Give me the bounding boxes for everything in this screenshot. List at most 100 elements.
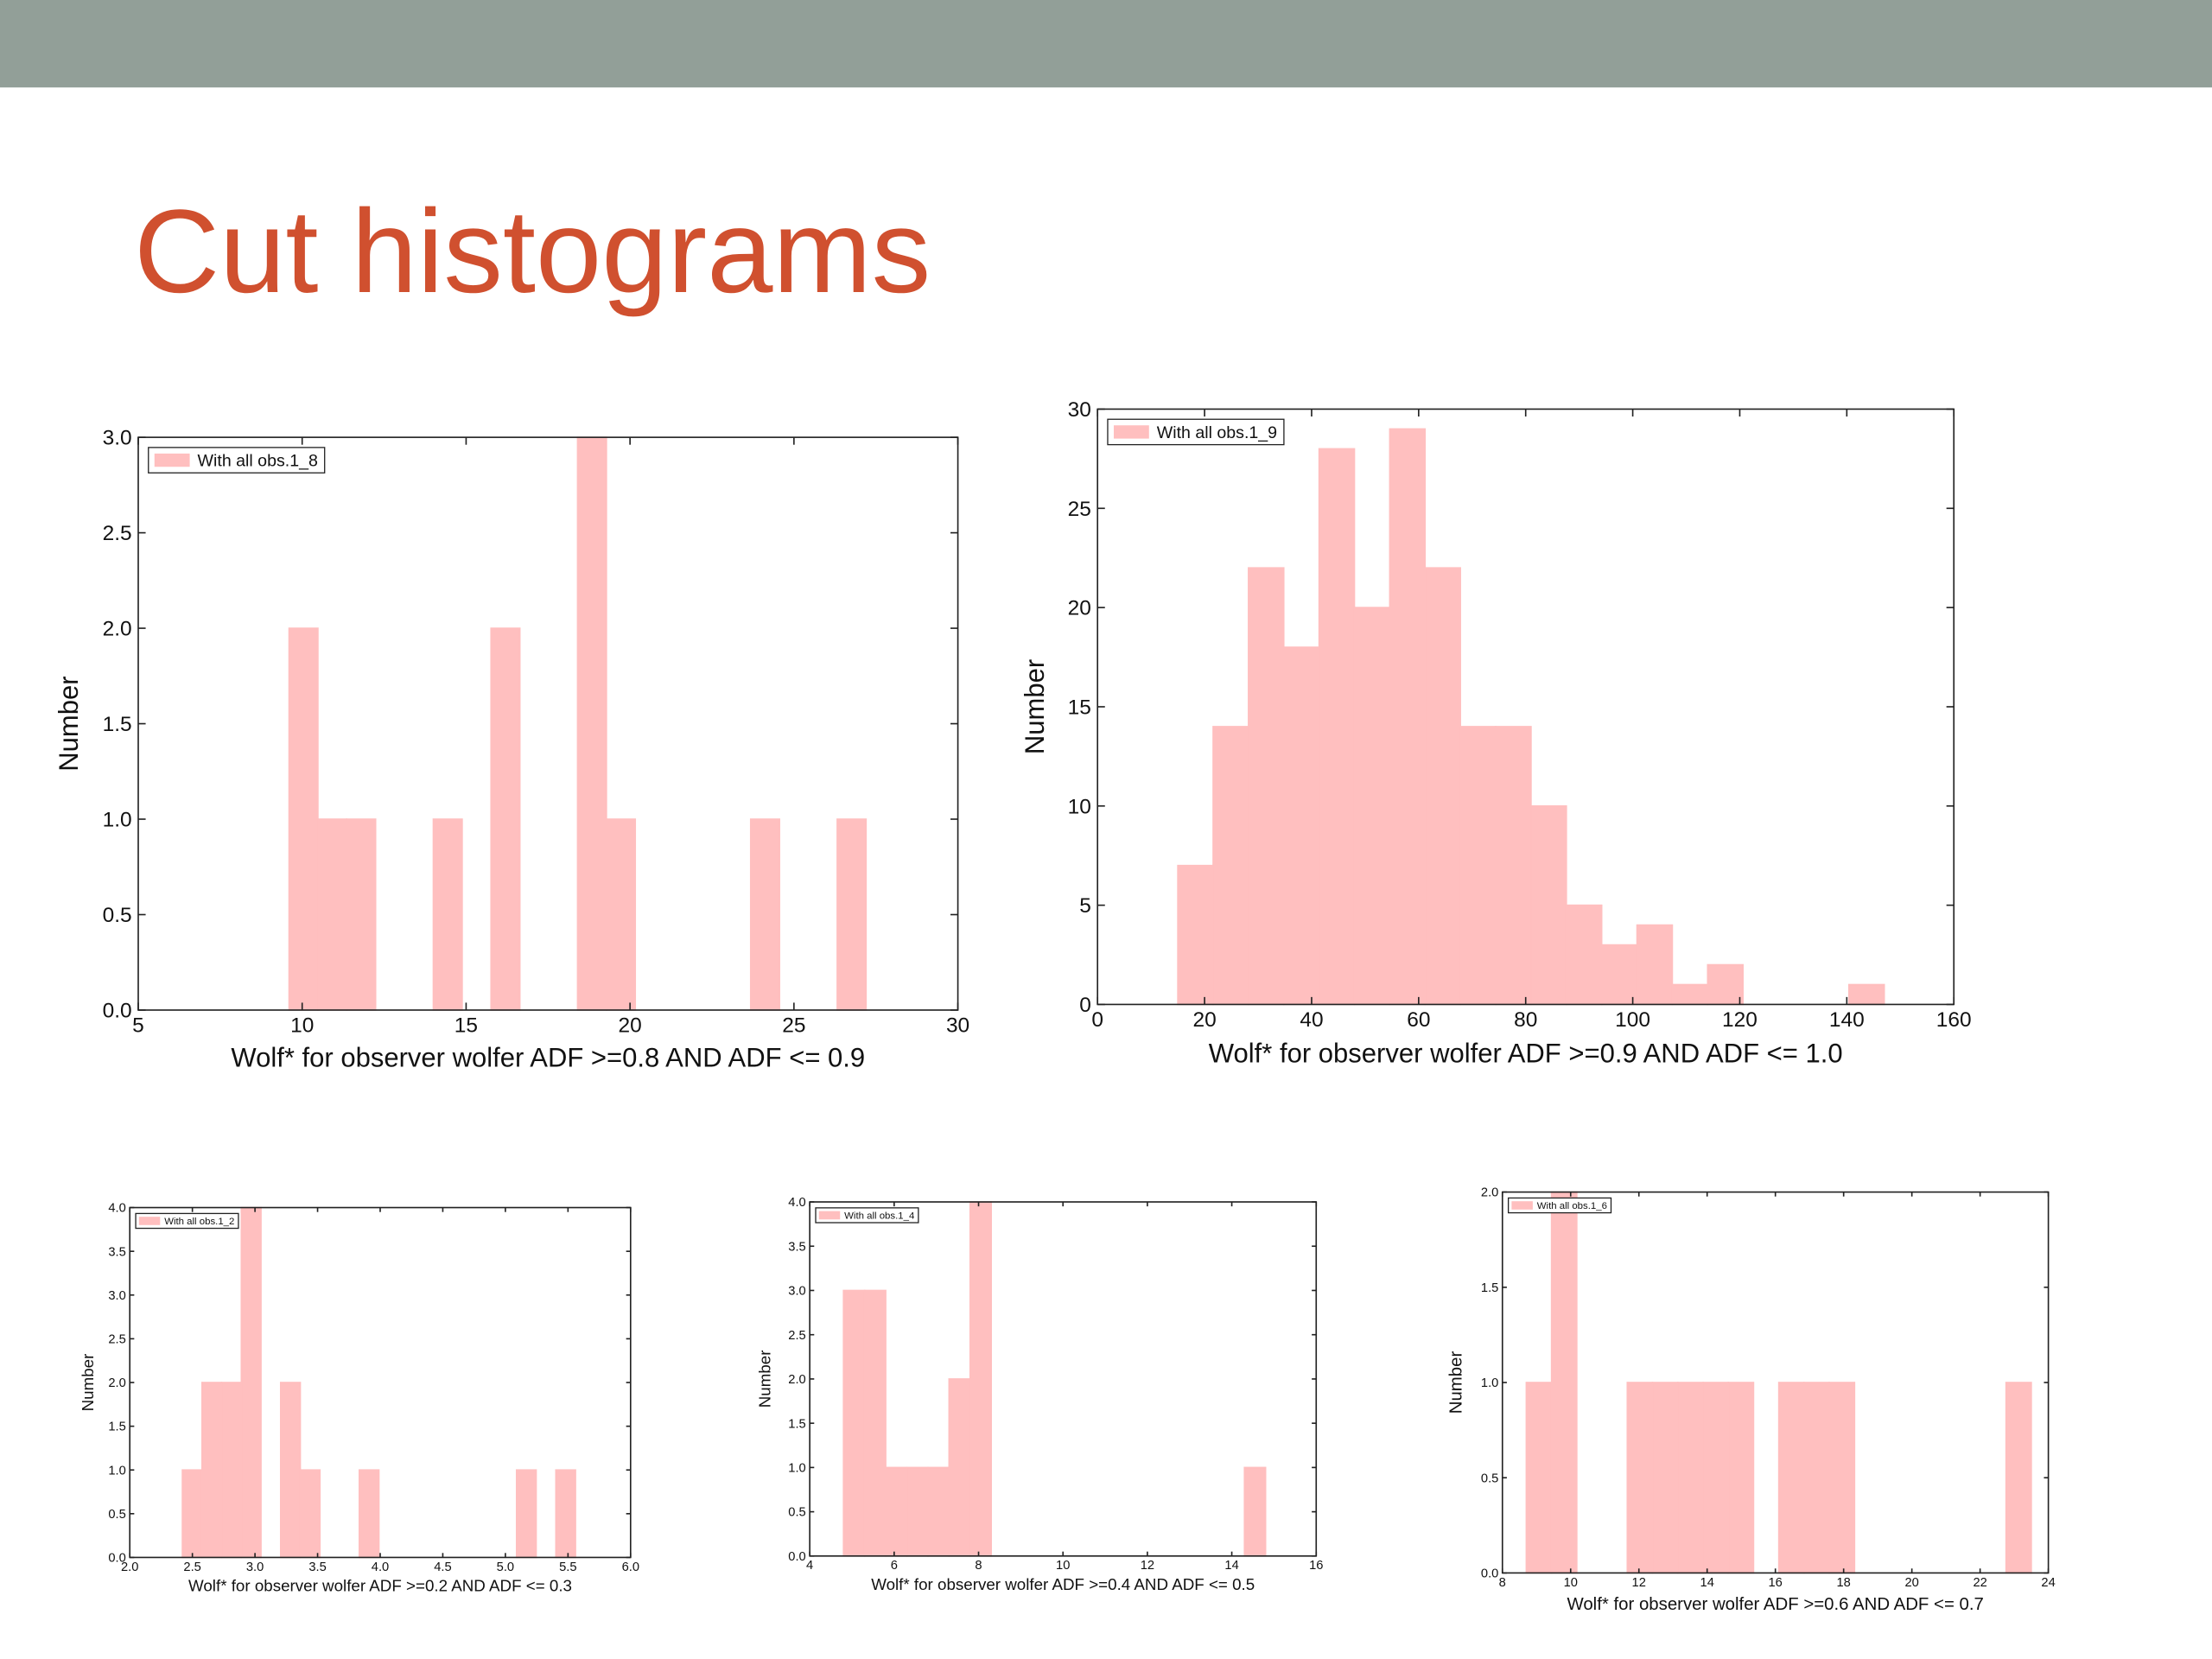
y-tick-label: 1.0 (1481, 1376, 1498, 1390)
histogram-bar (1243, 1466, 1267, 1557)
y-tick-label: 3.0 (103, 427, 132, 450)
legend-swatch (1511, 1201, 1533, 1210)
histogram-bar (181, 1469, 203, 1559)
histogram-bar (969, 1201, 992, 1557)
x-tick-label: 15 (454, 1014, 478, 1038)
histogram-bar (749, 818, 780, 1011)
y-tick-label: 2.0 (108, 1376, 125, 1390)
histogram-bar (1626, 1382, 1654, 1574)
slide-title: Cut histograms (134, 186, 931, 318)
histogram-bar (576, 436, 607, 1011)
y-tick-label: 0 (1079, 994, 1091, 1017)
legend-swatch (138, 1217, 161, 1225)
y-tick-label: 1.5 (103, 713, 132, 736)
histogram-bar (1565, 904, 1603, 1006)
histogram-bar (842, 1289, 866, 1557)
x-tick-label: 20 (1904, 1576, 1918, 1590)
histogram-bar (346, 818, 377, 1011)
y-tick-label: 0.5 (108, 1508, 125, 1522)
legend-box (135, 1212, 239, 1230)
histogram-bar (555, 1469, 576, 1559)
y-tick-label: 1.5 (788, 1417, 805, 1431)
y-tick-label: 4.0 (788, 1196, 805, 1210)
histogram-bar (1212, 726, 1249, 1006)
histogram-bar (1459, 726, 1497, 1006)
histogram-bar (1702, 1382, 1730, 1574)
legend-swatch (1113, 425, 1149, 439)
legend-label: With all obs.1_4 (844, 1211, 915, 1221)
histogram-bar (1318, 448, 1356, 1006)
legend-label: With all obs.1_6 (1537, 1201, 1607, 1211)
y-tick-label: 0.0 (108, 1552, 125, 1566)
y-tick-label: 4.0 (108, 1202, 125, 1216)
histogram-bar (1424, 567, 1461, 1006)
histogram-bar (2005, 1382, 2032, 1574)
histogram-bar (1353, 607, 1391, 1006)
histogram-bar (220, 1382, 243, 1559)
histogram-bar (1676, 1382, 1704, 1574)
legend-box (148, 447, 326, 474)
histogram-bar (1282, 646, 1320, 1006)
x-tick-label: 60 (1407, 1008, 1430, 1032)
y-tick-label: 25 (1068, 498, 1091, 521)
histogram-bar (1828, 1382, 1856, 1574)
x-tick-label: 10 (1056, 1559, 1070, 1573)
x-tick-label: 140 (1829, 1008, 1865, 1032)
histogram-bar (906, 1466, 929, 1557)
y-tick-label: 15 (1068, 696, 1091, 720)
histogram-bar (1803, 1382, 1830, 1574)
x-tick-label: 2.0 (121, 1560, 138, 1574)
x-tick-label: 14 (1224, 1559, 1238, 1573)
y-tick-label: 1.0 (108, 1464, 125, 1478)
x-tick-label: 14 (1700, 1576, 1714, 1590)
legend-swatch (154, 453, 190, 467)
plot-area (1502, 1192, 2049, 1573)
y-axis-label: Number (1020, 659, 1050, 754)
y-tick-label: 2.5 (103, 522, 132, 545)
y-tick-label: 2.5 (788, 1329, 805, 1343)
y-tick-label: 2.5 (108, 1333, 125, 1347)
x-tick-label: 30 (946, 1014, 969, 1038)
x-axis-label: Wolf* for observer wolfer ADF >=0.9 AND … (1209, 1038, 1843, 1068)
y-axis-label: Number (1446, 1351, 1465, 1414)
x-tick-label: 2.5 (183, 1560, 200, 1574)
x-tick-label: 24 (2041, 1576, 2055, 1590)
x-tick-label: 16 (1309, 1559, 1323, 1573)
histogram-bar (490, 627, 521, 1011)
x-tick-label: 6.0 (622, 1560, 639, 1574)
x-tick-label: 4.0 (372, 1560, 389, 1574)
histogram-bar (279, 1382, 302, 1559)
y-tick-label: 0.0 (1481, 1567, 1498, 1581)
y-tick-label: 3.5 (108, 1245, 125, 1259)
x-axis-label: Wolf* for observer wolfer ADF >=0.8 AND … (231, 1042, 865, 1072)
y-tick-label: 3.0 (108, 1289, 125, 1303)
y-tick-label: 2.0 (1481, 1186, 1498, 1200)
x-tick-label: 80 (1514, 1008, 1537, 1032)
y-tick-label: 0.5 (788, 1506, 805, 1520)
x-tick-label: 20 (619, 1014, 642, 1038)
histogram-bar (1525, 1382, 1553, 1574)
histogram-bar (1848, 983, 1885, 1006)
x-tick-label: 20 (1192, 1008, 1216, 1032)
legend-box (815, 1207, 919, 1224)
x-tick-label: 16 (1769, 1576, 1783, 1590)
histogram-bar (948, 1378, 971, 1557)
legend-label: With all obs.1_8 (198, 451, 318, 470)
histogram-bar (1671, 983, 1709, 1006)
y-axis-label: Number (79, 1354, 97, 1412)
histogram-bar (240, 1206, 262, 1559)
x-tick-label: 10 (290, 1014, 314, 1038)
x-tick-label: 18 (1837, 1576, 1851, 1590)
histogram-bar (515, 1469, 537, 1559)
y-tick-label: 20 (1068, 597, 1091, 620)
x-tick-label: 0 (1091, 1008, 1103, 1032)
x-tick-label: 12 (1141, 1559, 1154, 1573)
y-tick-label: 1.5 (1481, 1281, 1498, 1295)
legend-swatch (818, 1211, 841, 1220)
x-axis-label: Wolf* for observer wolfer ADF >=0.4 AND … (871, 1575, 1255, 1593)
y-tick-label: 0.0 (103, 1000, 132, 1023)
x-tick-label: 160 (1936, 1008, 1972, 1032)
y-tick-label: 3.5 (788, 1240, 805, 1254)
y-tick-label: 3.0 (788, 1285, 805, 1299)
histogram-bar (299, 1469, 321, 1559)
